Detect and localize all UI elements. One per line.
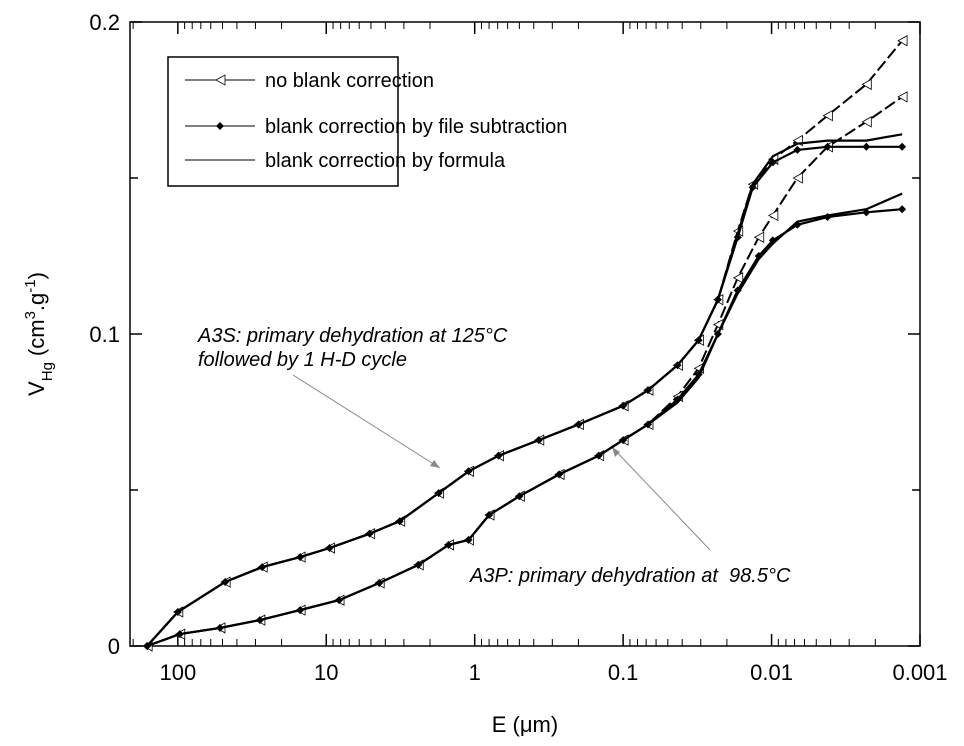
y-axis-label: VHg (cm3.g-1) [22, 272, 56, 396]
legend-label: no blank correction [265, 70, 434, 92]
legend-label: blank correction by formula [265, 150, 506, 172]
marker [793, 145, 802, 154]
x-tick-label: 0.001 [892, 660, 947, 685]
legend-box [167, 56, 399, 187]
marker [898, 142, 907, 151]
y-tick-label: 0.1 [89, 322, 120, 347]
y-label-sup: 3 [22, 311, 39, 319]
y-tick-label: 0 [108, 634, 120, 659]
annotation: A3S: primary dehydration at 125°C [197, 325, 508, 347]
marker [822, 109, 833, 122]
series-line [146, 133, 903, 647]
x-tick-label: 10 [314, 660, 338, 685]
marker [897, 91, 908, 103]
marker [862, 142, 871, 151]
x-axis-label: E (μm) [492, 712, 558, 737]
arrow-head [612, 447, 620, 457]
annotation: followed by 1 H-D cycle [198, 349, 407, 371]
x-tick-label: 100 [159, 660, 196, 685]
marker [792, 172, 803, 184]
x-tick-label: 1 [469, 660, 481, 685]
marker [861, 116, 872, 128]
annotation-arrow [611, 446, 711, 551]
marker [768, 209, 779, 222]
marker [861, 78, 872, 91]
y-label-main: V [24, 381, 49, 396]
y-tick-label: 0.2 [89, 10, 120, 35]
y-label-unit: (cm [24, 319, 49, 356]
annotation-arrow [292, 374, 441, 469]
marker [897, 35, 908, 47]
x-tick-label: 0.01 [750, 660, 793, 685]
y-label-sub: Hg [39, 362, 56, 381]
marker [732, 272, 744, 284]
x-tick-label: 0.1 [608, 660, 639, 685]
series-line [146, 192, 903, 648]
legend-marker [215, 74, 226, 86]
y-label-sup: -1 [22, 279, 39, 292]
marker [753, 231, 765, 243]
marker [823, 142, 832, 151]
legend-label: blank correction by file subtraction [265, 116, 567, 138]
arrow-head [430, 460, 440, 468]
annotation: A3P: primary dehydration at 98.5°C [469, 565, 791, 587]
marker [898, 205, 907, 214]
y-label-mid: .g [24, 293, 49, 311]
y-label-end: ) [24, 272, 49, 279]
legend-marker [216, 122, 224, 130]
